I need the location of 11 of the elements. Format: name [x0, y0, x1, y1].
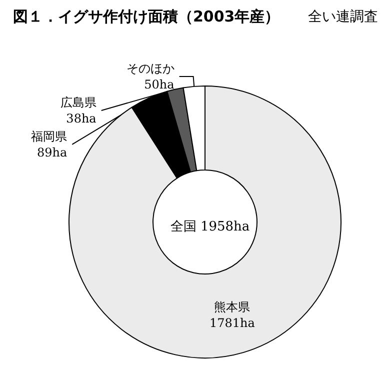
- slice-label: 広島県: [60, 95, 96, 110]
- data-label: 89ha: [36, 145, 68, 160]
- data-label: 50ha: [144, 77, 174, 92]
- text: 全い連調査: [308, 9, 378, 25]
- data-label: 38ha: [66, 111, 96, 126]
- chart-title: 図１．イグサ作付け面積（2003年産）: [13, 8, 280, 26]
- data-label: 1781ha: [209, 316, 255, 330]
- text: 全国 1958ha: [170, 220, 250, 234]
- slice-label: 福岡県: [31, 129, 68, 144]
- slice-label: そのほか: [126, 61, 174, 76]
- slice-label: 熊本県: [214, 300, 250, 314]
